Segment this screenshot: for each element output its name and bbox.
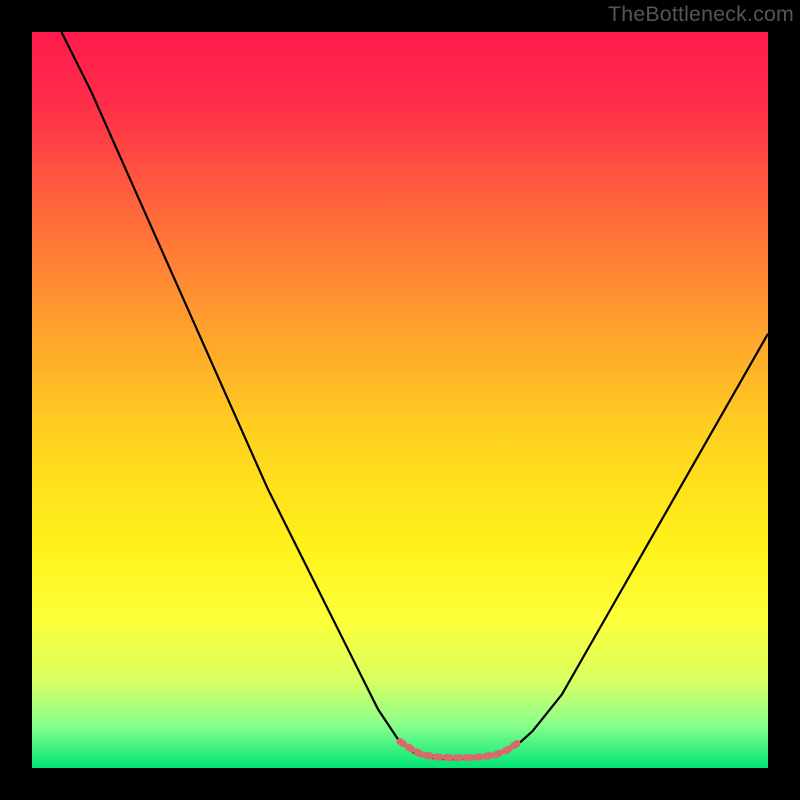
plot-background — [32, 32, 768, 768]
watermark-text: TheBottleneck.com — [608, 2, 794, 27]
bottleneck-curve-chart — [0, 0, 800, 800]
chart-frame: TheBottleneck.com — [0, 0, 800, 800]
